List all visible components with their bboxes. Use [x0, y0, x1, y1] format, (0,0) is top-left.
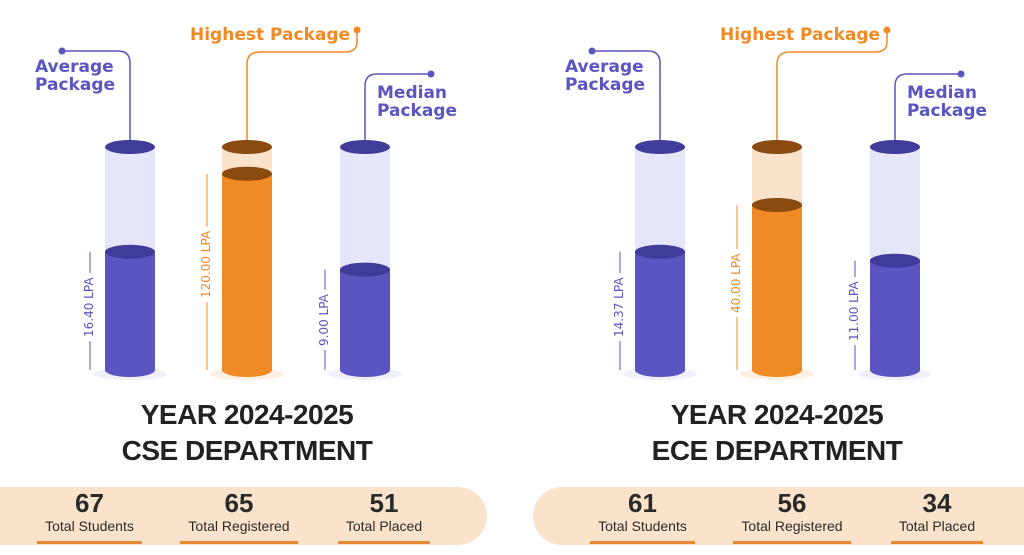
chart-title: YEAR 2024-2025 — [670, 399, 884, 430]
value-label: 11.00 LPA — [847, 277, 861, 346]
stat-underline — [590, 541, 695, 544]
highest-connector — [776, 30, 888, 147]
stats-bar-cse — [0, 487, 487, 545]
cylinder-cap — [340, 140, 390, 154]
value-label: 9.00 LPA — [317, 289, 331, 350]
stat-total-students: 61 Total Students — [590, 489, 695, 544]
stat-underline — [37, 541, 142, 544]
connector-dot — [58, 47, 66, 55]
cylinder-fill-top — [340, 262, 390, 277]
cse-panel: 16.40 LPA 120.00 LPA 9.00 LPA Average Packa… — [35, 25, 458, 544]
average-package-label: Average Package — [35, 57, 116, 95]
median-connector — [364, 73, 431, 147]
cylinder-bottom — [340, 363, 390, 377]
stat-total-placed: 51 Total Placed — [338, 489, 430, 544]
cylinder-cap — [635, 140, 685, 154]
cylinder-1 — [206, 140, 284, 380]
cylinder-0 — [89, 140, 167, 380]
stat-label: Total Registered — [188, 518, 290, 534]
connector-dot — [427, 70, 435, 78]
cylinder-cap — [752, 140, 802, 154]
stat-label: Total Students — [598, 518, 687, 534]
median-package-label: Median Package — [907, 83, 988, 121]
stat-underline — [891, 541, 983, 544]
cylinder-bottom — [635, 363, 685, 377]
department-title: CSE DEPARTMENT — [121, 435, 373, 466]
cylinder-fill-top — [105, 244, 155, 259]
chart-title: YEAR 2024-2025 — [140, 399, 354, 430]
ece-panel: 14.37 LPA 40.00 LPA 11.00 LPA Average Packa… — [530, 0, 1024, 555]
value-label: 40.00 LPA — [729, 249, 743, 318]
median-package-label: Median Package — [377, 83, 458, 121]
stat-label: Total Registered — [741, 518, 843, 534]
cylinder-bottom — [105, 363, 155, 377]
connector-dot — [588, 47, 596, 55]
stat-value: 56 — [777, 488, 807, 518]
stat-total-placed: 34 Total Placed — [891, 489, 983, 544]
connector-dot — [353, 26, 361, 34]
stat-value: 51 — [369, 488, 399, 518]
stat-value: 61 — [628, 488, 657, 518]
cylinder-fill — [752, 204, 802, 370]
stats-bar-ece — [533, 487, 1024, 545]
value-label: 14.37 LPA — [612, 273, 626, 341]
stat-underline — [338, 541, 430, 544]
cylinder-chart — [588, 26, 965, 380]
median-connector — [894, 73, 961, 147]
stat-value: 67 — [75, 488, 104, 518]
connector-dot — [883, 26, 891, 34]
stat-total-students: 67 Total Students — [37, 489, 142, 544]
stat-label: Total Placed — [898, 518, 976, 534]
cylinder-cap — [870, 140, 920, 154]
cylinder-2 — [854, 140, 932, 380]
cylinder-bottom — [752, 363, 802, 377]
average-connector — [592, 50, 661, 147]
cylinder-fill-top — [222, 166, 272, 181]
value-label: 120.00 LPA — [199, 226, 213, 302]
cylinder-fill — [105, 251, 155, 370]
cylinder-2 — [324, 140, 402, 380]
cylinder-bottom — [870, 363, 920, 377]
cylinder-cap — [105, 140, 155, 154]
cylinder-fill — [870, 260, 920, 370]
stat-label: Total Placed — [345, 518, 423, 534]
cylinder-cap — [222, 140, 272, 154]
highest-connector — [246, 30, 358, 147]
stat-value: 65 — [224, 488, 254, 518]
cylinder-fill — [222, 173, 272, 370]
stat-total-registered: 56 Total Registered — [733, 489, 851, 544]
stat-total-registered: 65 Total Registered — [180, 489, 298, 544]
cylinder-chart — [58, 26, 435, 380]
average-package-label: Average Package — [565, 57, 646, 95]
cylinder-fill — [340, 269, 390, 370]
connector-dot — [957, 70, 965, 78]
stat-underline — [180, 541, 298, 544]
cylinder-fill — [635, 251, 685, 370]
cylinder-fill-top — [870, 253, 920, 268]
cylinder-fill-top — [752, 197, 802, 212]
stat-label: Total Students — [45, 518, 134, 534]
average-connector — [62, 50, 131, 147]
value-label: 16.40 LPA — [82, 273, 96, 341]
cylinder-1 — [736, 140, 814, 380]
highest-package-label: Highest Package — [720, 25, 881, 45]
stat-underline — [733, 541, 851, 544]
cylinder-bottom — [222, 363, 272, 377]
cylinder-fill-top — [635, 244, 685, 259]
highest-package-label: Highest Package — [190, 25, 351, 45]
cylinder-0 — [619, 140, 697, 380]
stat-value: 34 — [922, 488, 952, 518]
department-title: ECE DEPARTMENT — [651, 435, 903, 466]
